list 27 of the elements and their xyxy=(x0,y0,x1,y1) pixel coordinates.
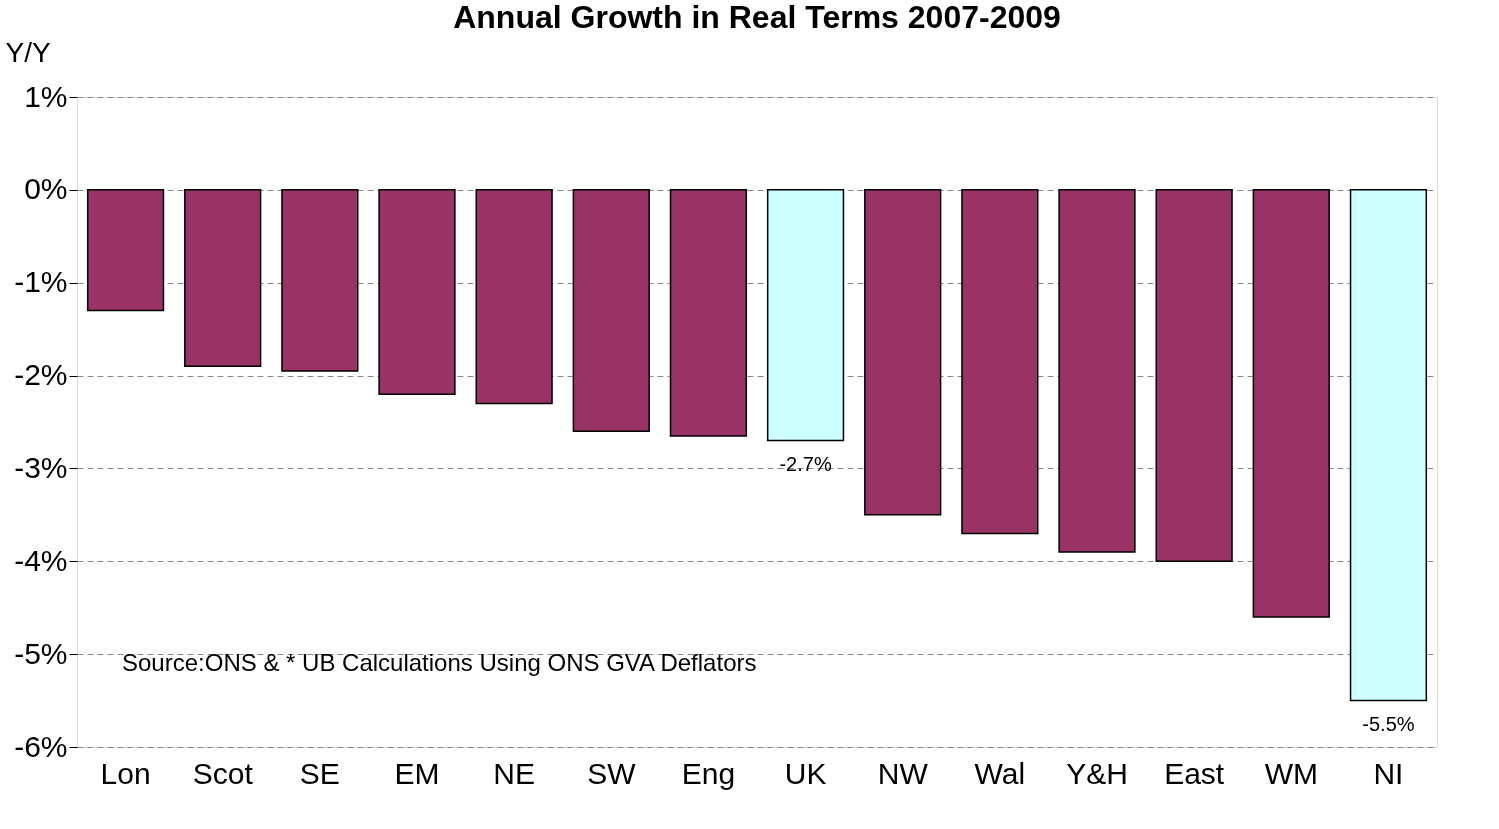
x-tick-label: Wal xyxy=(974,756,1026,790)
x-tick-label: East xyxy=(1164,756,1225,790)
x-tick-label: NI xyxy=(1373,756,1404,790)
y-tick-label: 0% xyxy=(24,172,68,206)
x-tick-label: UK xyxy=(784,756,827,790)
y-tick-label: -4% xyxy=(14,543,68,577)
data-label: -2.7% xyxy=(779,452,832,475)
y-tick-label: -3% xyxy=(14,450,68,484)
y-tick-label: 1% xyxy=(24,79,68,113)
annotation: Source:ONS & * UB Calculations Using ONS GVA Deflators xyxy=(122,649,757,677)
y-tick-label: -1% xyxy=(14,265,68,299)
y-tick-label: -6% xyxy=(14,729,68,763)
x-tick-label: SE xyxy=(299,756,340,790)
x-tick-label: Scot xyxy=(192,756,254,790)
y-tick-label: -2% xyxy=(14,358,68,392)
data-label: -5.5% xyxy=(1362,712,1415,735)
x-tick-label: EM xyxy=(394,756,440,790)
x-tick-label: Lon xyxy=(100,756,151,790)
y-axis-title: Y/Y xyxy=(5,36,51,68)
x-tick-label: SW xyxy=(587,756,637,790)
y-tick-label: -5% xyxy=(14,636,68,670)
x-tick-label: Y&H xyxy=(1066,756,1128,790)
chart-title: Annual Growth in Real Terms 2007-2009 xyxy=(453,0,1061,35)
x-tick-label: NE xyxy=(493,756,535,790)
x-tick-label: Eng xyxy=(681,756,736,790)
x-tick-label: WM xyxy=(1264,756,1318,790)
x-tick-label: NW xyxy=(877,756,929,790)
